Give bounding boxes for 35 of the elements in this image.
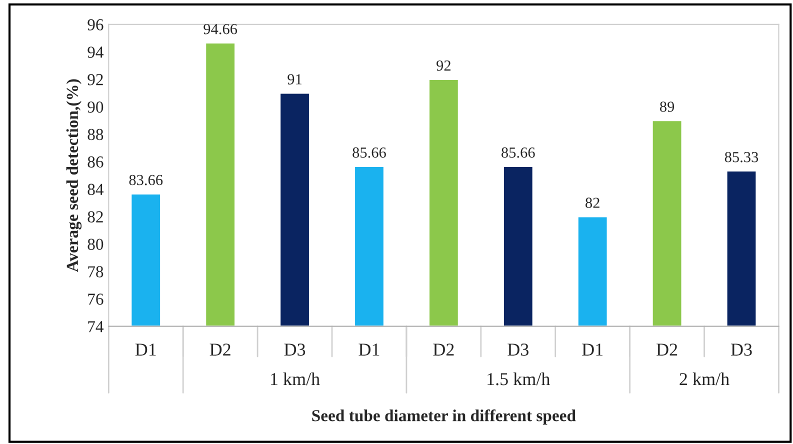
y-tick-label: 88 bbox=[88, 128, 104, 140]
data-label: 89 bbox=[660, 102, 674, 112]
data-label: 83.66 bbox=[129, 174, 163, 186]
y-tick-label: 94 bbox=[88, 46, 104, 58]
data-label: 85.66 bbox=[502, 147, 535, 158]
x-tick-label: D3 bbox=[730, 344, 752, 356]
data-label: 85.33 bbox=[724, 152, 758, 162]
data-label: 85.66 bbox=[352, 147, 386, 158]
x-tick-label: D1 bbox=[358, 344, 380, 356]
x-tick-label: D3 bbox=[284, 344, 306, 356]
x-tick-label: D2 bbox=[210, 344, 230, 356]
y-tick-label: 82 bbox=[88, 211, 103, 222]
data-label: 94.66 bbox=[204, 24, 238, 34]
y-axis-title: Average seed detection,(%) bbox=[66, 79, 82, 272]
text: 1.5 km/h bbox=[488, 372, 550, 386]
text: 1 km/h bbox=[271, 372, 320, 386]
x-tick-label: D1 bbox=[135, 344, 156, 356]
y-tick-label: 96 bbox=[88, 19, 104, 30]
y-tick-label: 86 bbox=[88, 156, 104, 168]
y-tick-label: 74 bbox=[88, 321, 104, 332]
data-label: 91 bbox=[288, 74, 302, 84]
x-tick-label: D1 bbox=[582, 344, 603, 356]
data-label: 92 bbox=[436, 60, 450, 71]
y-tick-label: 78 bbox=[88, 266, 104, 278]
y-tick-label: 76 bbox=[88, 294, 104, 305]
x-axis-title: Seed tube diameter in different speed bbox=[312, 409, 576, 425]
text: 2 km/h bbox=[680, 372, 730, 386]
x-tick-label: D3 bbox=[508, 344, 528, 356]
x-tick-label: D2 bbox=[656, 344, 678, 356]
y-tick-label: 90 bbox=[88, 101, 104, 113]
data-label: 82 bbox=[586, 198, 600, 208]
y-tick-label: 80 bbox=[88, 238, 104, 250]
y-tick-label: 92 bbox=[88, 74, 103, 86]
y-tick-label: 84 bbox=[88, 184, 104, 196]
x-tick-label: D2 bbox=[433, 344, 454, 356]
